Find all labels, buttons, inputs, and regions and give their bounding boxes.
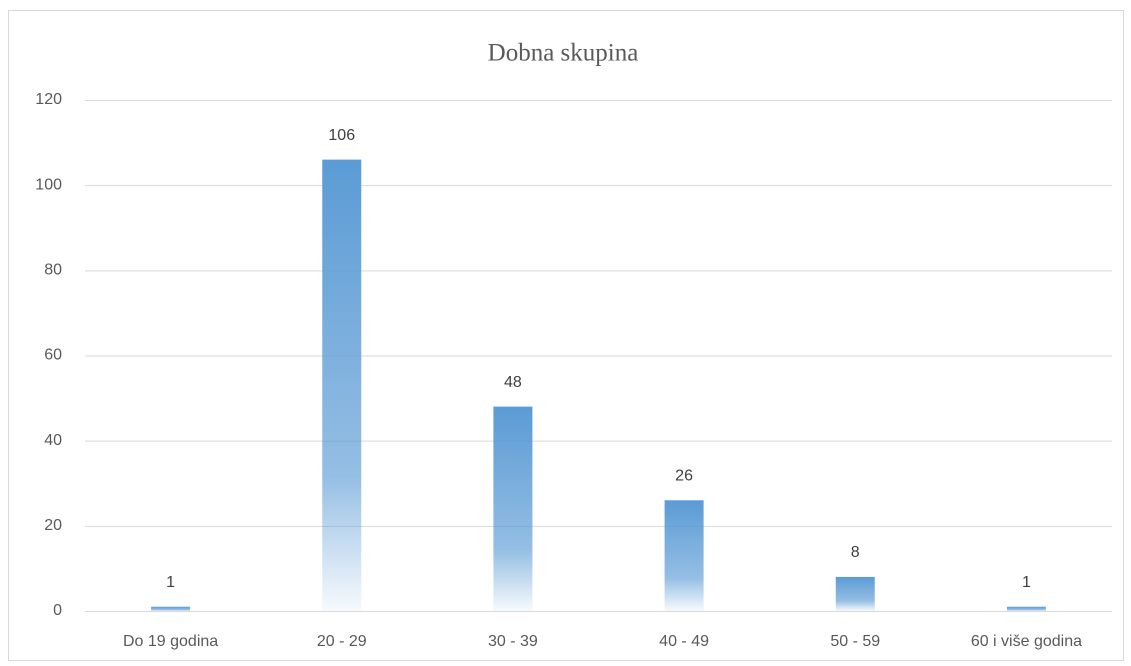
y-tick-label: 40 xyxy=(44,432,62,449)
y-tick-label: 120 xyxy=(35,91,62,108)
data-label: 48 xyxy=(504,374,522,391)
x-tick-label: 50 - 59 xyxy=(830,633,880,650)
y-tick-label: 20 xyxy=(44,517,62,534)
x-tick-label: 30 - 39 xyxy=(488,633,538,650)
bar xyxy=(1006,606,1046,611)
bar xyxy=(151,606,191,611)
data-label: 1 xyxy=(1022,574,1031,591)
data-label: 26 xyxy=(675,468,693,485)
bar xyxy=(835,576,875,611)
y-tick-label: 80 xyxy=(44,262,62,279)
chart-border xyxy=(8,10,1124,661)
data-label: 1 xyxy=(166,574,175,591)
y-tick-label: 60 xyxy=(44,347,62,364)
bar xyxy=(493,406,533,611)
bar xyxy=(664,500,704,611)
y-tick-label: 0 xyxy=(53,602,62,619)
x-tick-label: 40 - 49 xyxy=(659,633,709,650)
data-label: 8 xyxy=(851,544,860,561)
x-tick-label: 20 - 29 xyxy=(317,633,367,650)
x-tick-label: Do 19 godina xyxy=(123,633,218,650)
x-tick-label: 60 i više godina xyxy=(971,633,1082,650)
bar xyxy=(322,159,362,611)
chart-title: Dobna skupina xyxy=(488,40,639,67)
data-label: 106 xyxy=(328,127,355,144)
y-tick-label: 100 xyxy=(35,176,62,193)
